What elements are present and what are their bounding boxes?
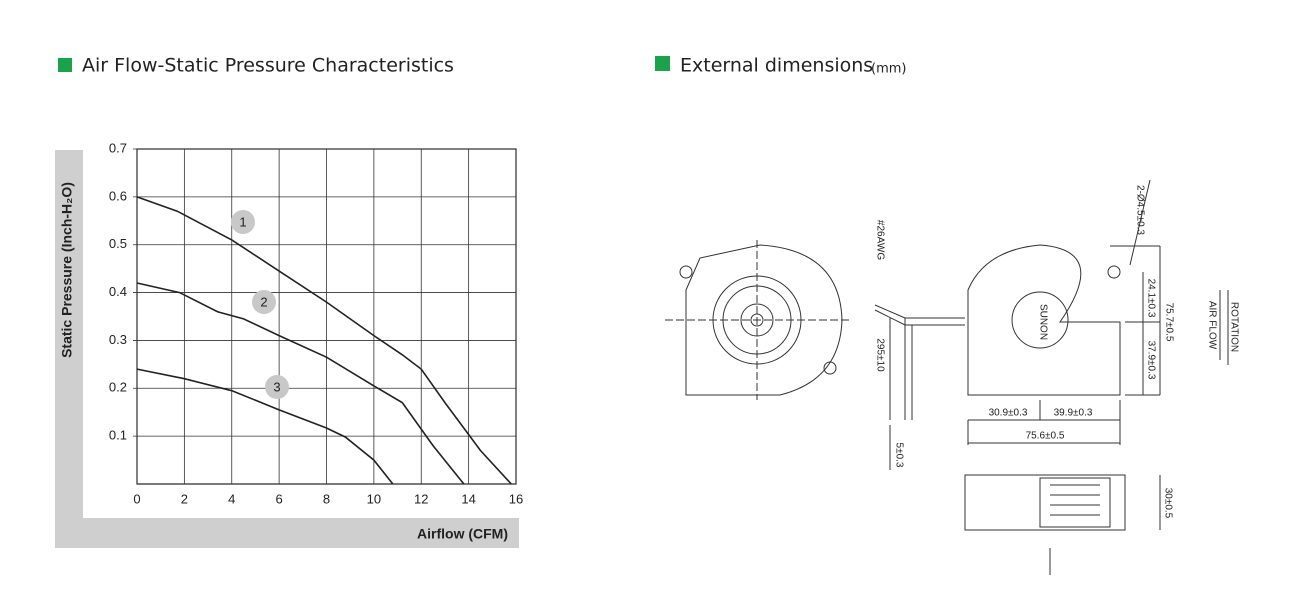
x-tick-label: 0 — [133, 491, 140, 506]
hub — [1011, 291, 1069, 349]
x-tick-label: 10 — [367, 491, 381, 506]
housing-bottom — [964, 474, 1126, 531]
y-tick-label: 0.6 — [109, 188, 127, 203]
dim-label: 75.7±0.5 — [1163, 303, 1174, 342]
y-tick-label: 0.4 — [109, 284, 127, 299]
dim-label: 5±0.3 — [893, 443, 904, 468]
curve-badge — [252, 290, 276, 314]
dim-label: 39.9±0.3 — [1054, 408, 1093, 419]
dim-label: AIR FLOW — [1206, 301, 1217, 350]
x-tick-label: 4 — [228, 491, 235, 506]
hole — [679, 265, 693, 279]
x-tick-label: 2 — [181, 491, 188, 506]
x-tick-label: 16 — [509, 491, 523, 506]
x-tick-label: 6 — [276, 491, 283, 506]
dim-label: 75.6±0.5 — [1026, 431, 1065, 442]
y-tick-label: 0.1 — [109, 428, 127, 443]
housing — [967, 244, 1121, 396]
wire — [874, 304, 965, 420]
curve-badge — [265, 375, 289, 399]
curve-label: 1 — [239, 214, 246, 229]
dim-label: 37.9±0.3 — [1145, 341, 1156, 380]
x-label-band — [55, 518, 519, 548]
y-axis-label: Static Pressure (Inch-H₂O) — [59, 182, 75, 358]
x-tick-label: 8 — [323, 491, 330, 506]
curve-label: 3 — [273, 379, 280, 394]
hole — [823, 361, 837, 375]
y-tick-label: 0.2 — [109, 380, 127, 395]
dim-label: 295±10 — [874, 338, 885, 372]
chart-title: Air Flow-Static Pressure Characteristics — [82, 55, 454, 77]
dim-label: ROTATION — [1228, 302, 1239, 352]
y-tick-label: 0.3 — [109, 332, 127, 347]
y-tick-label: 0.7 — [109, 140, 127, 155]
y-label-band — [55, 150, 83, 548]
dim-label: 24.1±0.3 — [1145, 279, 1156, 318]
x-tick-label: 12 — [414, 491, 428, 506]
unit: (mm) — [871, 62, 906, 77]
curve-label: 2 — [260, 294, 267, 309]
curve-badge — [231, 210, 255, 234]
outlet — [1039, 477, 1111, 528]
curve — [136, 368, 394, 485]
y-tick-label: 0.5 — [109, 236, 127, 251]
hole — [1107, 265, 1121, 279]
dim-label: 30±0.5 — [1162, 488, 1173, 519]
title-marker — [58, 58, 72, 72]
dim-label: 2-Ø4.5±0.3 — [1134, 185, 1145, 235]
dimension-drawing: 2-Ø4.5±0.3 #26AWG 295±10 5±0.3 24.1±0.3 … — [665, 179, 1239, 575]
title-marker — [655, 56, 670, 71]
dim-label: 30.9±0.3 — [989, 408, 1028, 419]
curve — [136, 282, 465, 485]
x-axis-label: Airflow (CFM) — [417, 526, 508, 542]
x-tick-label: 14 — [461, 491, 475, 506]
section-title: External dimensions — [680, 55, 873, 77]
curve — [136, 196, 512, 485]
fins — [1050, 484, 1100, 516]
brand: SUNON — [1037, 304, 1048, 340]
dim-label: #26AWG — [874, 220, 885, 260]
leader — [1129, 179, 1151, 266]
